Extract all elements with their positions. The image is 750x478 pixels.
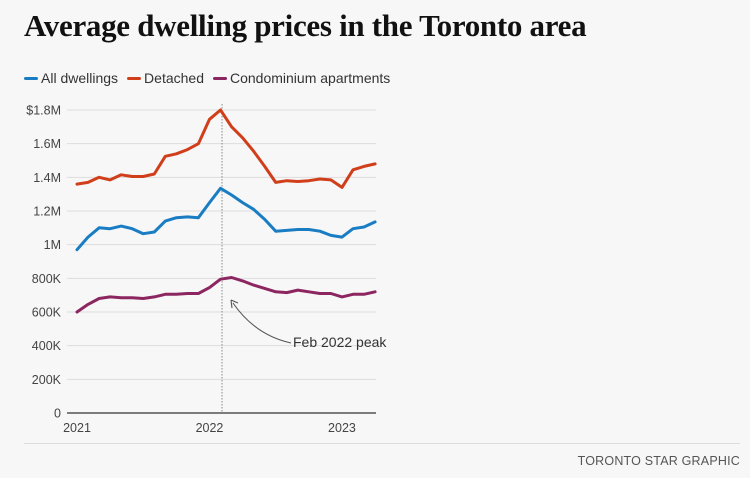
y-tick-label: $1.8M xyxy=(26,104,61,118)
x-tick-label: 2023 xyxy=(328,421,356,435)
x-tick-label: 2021 xyxy=(63,421,91,435)
y-tick-label: 1M xyxy=(44,238,61,252)
legend: All dwellings Detached Condominium apart… xyxy=(24,70,399,86)
y-tick-label: 600K xyxy=(32,306,62,320)
series-line-condominium-apartments xyxy=(75,276,377,314)
legend-swatch-all-dwellings xyxy=(24,76,38,80)
legend-swatch-condo xyxy=(212,76,227,80)
footer-divider xyxy=(24,443,740,444)
annotation: Feb 2022 peak xyxy=(230,299,387,350)
y-tick-label: 0 xyxy=(54,407,61,421)
y-tick-label: 1.6M xyxy=(33,137,61,151)
legend-label-detached: Detached xyxy=(144,70,204,86)
legend-item-all-dwellings: All dwellings xyxy=(24,70,118,86)
legend-label-condo: Condominium apartments xyxy=(229,70,391,86)
y-tick-label: 1.4M xyxy=(33,171,61,185)
legend-swatch-detached xyxy=(127,76,142,80)
graphic-credit: TORONTO STAR GRAPHIC xyxy=(577,454,740,468)
series-line-detached xyxy=(75,108,377,189)
series-line-all-dwellings xyxy=(75,186,377,252)
legend-item-detached: Detached xyxy=(127,70,204,86)
x-tick-label: 2022 xyxy=(196,421,224,435)
annotation-label: Feb 2022 peak xyxy=(293,334,387,350)
series-lines xyxy=(75,108,377,314)
annotation-arrowhead-icon xyxy=(230,299,239,309)
legend-label-all-dwellings: All dwellings xyxy=(41,70,119,86)
legend-item-condo: Condominium apartments xyxy=(212,70,391,86)
y-axis-ticks: 0 200K 400K 600K 800K 1M 1.2M 1.4M 1.6M $1.8M xyxy=(26,104,61,421)
annotation-arrow xyxy=(232,302,292,344)
y-tick-label: 800K xyxy=(32,272,62,286)
chart-title: Average dwelling prices in the Toronto a… xyxy=(24,8,587,43)
gridlines xyxy=(67,109,376,414)
y-tick-label: 1.2M xyxy=(33,205,61,219)
x-axis-ticks: 2021 2022 2023 xyxy=(63,421,356,435)
y-tick-label: 200K xyxy=(32,373,62,387)
y-tick-label: 400K xyxy=(32,339,62,353)
